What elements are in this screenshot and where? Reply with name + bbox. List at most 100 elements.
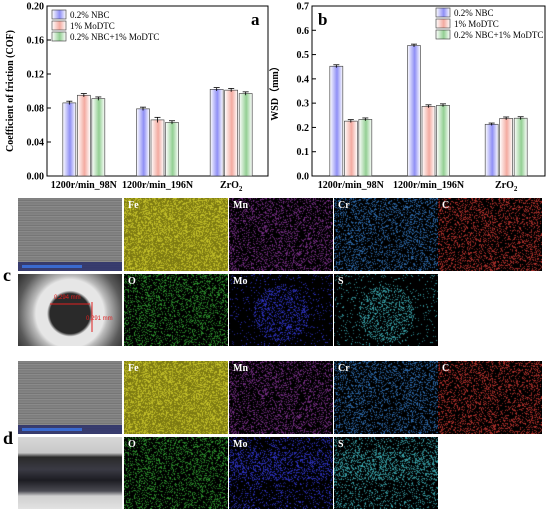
bar bbox=[91, 98, 106, 177]
element-label: Cr bbox=[338, 200, 350, 211]
panel-letter-d: d bbox=[3, 428, 14, 448]
scar-width-label: 0.294 mm bbox=[54, 295, 81, 301]
bar bbox=[209, 89, 224, 177]
element-map-s-c: S bbox=[334, 274, 438, 346]
element-label: Fe bbox=[128, 363, 139, 374]
bar bbox=[421, 106, 436, 177]
element-map-pixels bbox=[334, 437, 438, 509]
element-map-pixels bbox=[229, 198, 333, 271]
legend-swatch bbox=[51, 9, 67, 20]
chart-a: 0.00 0.04 0.08 0.12 0.16 0.20 Coefficient of f… bbox=[5, 2, 269, 193]
element-map-pixels bbox=[229, 361, 333, 434]
charts-area: 0.00 0.04 0.08 0.12 0.16 0.20 Coefficient of f… bbox=[5, 2, 546, 193]
element-map-pixels bbox=[438, 198, 542, 271]
y-tick-label: 0.6 bbox=[297, 26, 310, 37]
element-map-s-d: S bbox=[334, 437, 438, 509]
bar bbox=[436, 105, 450, 177]
element-label: O bbox=[128, 276, 136, 287]
element-map-pixels bbox=[334, 198, 438, 271]
bar bbox=[358, 119, 373, 177]
element-map-cr-c: Cr bbox=[334, 198, 438, 271]
panel-letter-c: c bbox=[3, 265, 11, 285]
element-map-pixels bbox=[124, 437, 228, 509]
y-tick-label: 0.08 bbox=[27, 104, 45, 115]
scar-annotation: 0.294 mm 0.291 mm bbox=[50, 295, 113, 332]
bar bbox=[165, 122, 179, 177]
bar bbox=[136, 108, 150, 177]
element-label: O bbox=[128, 439, 136, 450]
legend-label: 0.2% NBC bbox=[454, 8, 494, 18]
y-tick-label: 0.5 bbox=[297, 50, 310, 61]
y-tick-label: 0.1 bbox=[297, 147, 310, 158]
element-label: Mo bbox=[233, 439, 248, 450]
legend-label: 0.2% NBC+1% MoDTC bbox=[454, 30, 543, 40]
legend-swatch bbox=[435, 7, 451, 18]
legend-label: 0.2% NBC+1% MoDTC bbox=[70, 32, 159, 42]
bar bbox=[407, 45, 421, 177]
element-map-pixels bbox=[334, 361, 438, 434]
bar bbox=[150, 119, 165, 177]
element-label: C bbox=[442, 200, 450, 211]
element-map-pixels bbox=[124, 361, 228, 434]
x-tick-label: ZrO2 bbox=[220, 180, 243, 193]
bar bbox=[329, 65, 344, 177]
sem-scale-bar bbox=[22, 428, 82, 431]
y-axis-label: WSD（mm） bbox=[268, 61, 281, 120]
bar bbox=[62, 102, 77, 177]
element-map-pixels bbox=[124, 198, 228, 271]
x-tick-label: 1200r/min_196N bbox=[122, 180, 194, 191]
element-map-mo-d: Mo bbox=[229, 437, 333, 509]
bar bbox=[77, 94, 91, 177]
y-tick-label: 0.16 bbox=[27, 36, 45, 47]
y-tick-label: 0.7 bbox=[297, 2, 310, 13]
sem-scale-bar bbox=[22, 265, 82, 268]
x-tick-label: 1200r/min_98N bbox=[51, 180, 118, 191]
y-tick-label: 0.3 bbox=[297, 99, 310, 110]
element-map-pixels bbox=[229, 274, 333, 346]
y-tick-label: 0.12 bbox=[27, 70, 45, 81]
optical-image-c: 0.294 mm 0.291 mm bbox=[18, 274, 122, 346]
y-tick-label: 0.0 bbox=[297, 172, 310, 183]
element-label: Mo bbox=[233, 276, 248, 287]
legend-swatch bbox=[435, 18, 451, 29]
y-axis-label: Coefficient of friction (COF) bbox=[5, 30, 16, 152]
element-map-pixels bbox=[334, 274, 438, 346]
legend-label: 1% MoDTC bbox=[70, 21, 115, 31]
legend-swatch bbox=[51, 20, 67, 31]
sem-image-d bbox=[18, 361, 122, 434]
element-map-mn-d: Mn bbox=[229, 361, 333, 434]
sem-image-c bbox=[18, 198, 122, 271]
element-label: S bbox=[338, 439, 344, 450]
bar bbox=[344, 120, 358, 177]
element-label: C bbox=[442, 363, 450, 374]
scar-height-label: 0.291 mm bbox=[86, 316, 113, 322]
element-map-mn-c: Mn bbox=[229, 198, 333, 271]
element-label: S bbox=[338, 276, 344, 287]
panel-letter-a: a bbox=[251, 10, 260, 29]
element-map-cr-d: Cr bbox=[334, 361, 438, 434]
y-tick-label: 0.00 bbox=[27, 172, 45, 183]
optical-image-d bbox=[18, 437, 122, 509]
element-label: Mn bbox=[233, 363, 248, 374]
y-tick-label: 0.4 bbox=[297, 74, 310, 85]
y-tick-label: 0.2 bbox=[297, 123, 310, 134]
bar bbox=[513, 117, 528, 177]
element-map-pixels bbox=[438, 361, 542, 434]
legend-swatch bbox=[51, 31, 67, 42]
legend-label: 1% MoDTC bbox=[454, 19, 499, 29]
element-map-c-d: C bbox=[438, 361, 542, 434]
element-map-mo-c: Mo bbox=[229, 274, 333, 346]
element-label: Cr bbox=[338, 363, 350, 374]
y-tick-label: 0.20 bbox=[27, 2, 45, 13]
bar bbox=[484, 123, 499, 177]
element-label: Mn bbox=[233, 200, 248, 211]
legend-swatch bbox=[435, 29, 451, 40]
x-tick-label: ZrO2 bbox=[495, 180, 518, 193]
element-map-pixels bbox=[229, 437, 333, 509]
bar bbox=[499, 118, 513, 177]
panel-letter-b: b bbox=[318, 10, 327, 29]
element-map-fe-d: Fe bbox=[124, 361, 228, 434]
bar bbox=[238, 93, 253, 177]
y-tick-label: 0.04 bbox=[27, 138, 45, 149]
element-label: Fe bbox=[128, 200, 139, 211]
